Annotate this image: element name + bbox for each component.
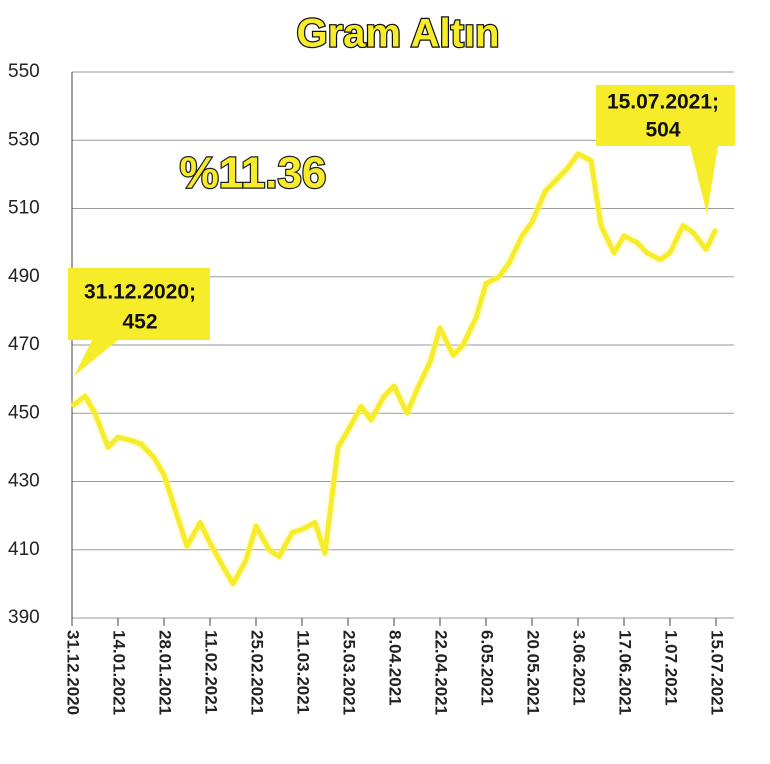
callout-text: 504 [645,119,680,142]
x-tick-label: 25.02.2021 [248,630,267,715]
x-tick-label: 11.03.2021 [294,630,313,714]
x-tick-label: 28.01.2021 [156,630,175,715]
y-tick-label: 410 [8,539,40,560]
callout-box [68,268,210,376]
y-tick-label: 510 [8,198,40,219]
x-tick-label: 6.05.2021 [478,630,497,706]
x-tick-label: 20.05.2021 [524,630,543,715]
callout-text: 452 [122,311,157,334]
callout-box [596,85,735,214]
x-tick-label: 25.03.2021 [340,630,359,715]
x-tick-label: 11.02.2021 [202,630,221,714]
chart-title: Gram Altın [297,12,500,56]
x-tick-label: 17.06.2021 [616,630,635,715]
y-tick-label: 430 [8,471,40,492]
callout-text: 31.12.2020; [84,281,196,304]
y-tick-label: 470 [8,334,40,355]
y-tick-label: 550 [8,61,40,82]
x-tick-label: 1.07.2021 [662,630,681,706]
y-tick-label: 530 [8,129,40,150]
x-tick-label: 14.01.2021 [110,630,129,715]
x-tick-label: 8.04.2021 [386,630,405,706]
callout-text: 15.07.2021; [607,91,719,114]
x-tick-label: 22.04.2021 [432,630,451,715]
y-tick-label: 490 [8,266,40,287]
x-tick-label: 15.07.2021 [708,630,727,715]
price-line [70,151,719,587]
x-tick-label: 31.12.2020 [64,630,83,715]
x-tick-label: 3.06.2021 [570,630,589,706]
y-tick-label: 450 [8,402,40,423]
y-tick-label: 390 [8,607,40,628]
change-annotation: %11.36 [180,149,327,198]
